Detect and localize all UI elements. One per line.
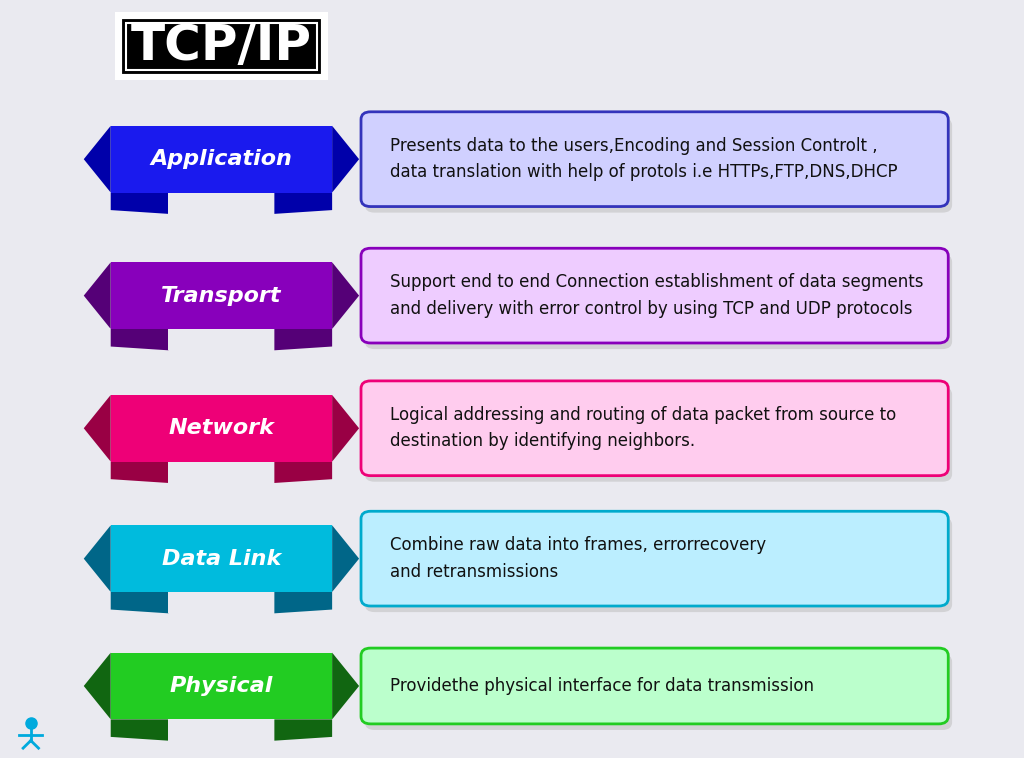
- FancyBboxPatch shape: [361, 381, 948, 476]
- Text: Physical: Physical: [170, 676, 273, 696]
- Polygon shape: [84, 126, 111, 193]
- FancyBboxPatch shape: [365, 118, 952, 213]
- FancyBboxPatch shape: [365, 255, 952, 349]
- Text: Presents data to the users,Encoding and Session Controlt ,
data translation with: Presents data to the users,Encoding and …: [390, 137, 897, 181]
- Polygon shape: [332, 126, 359, 193]
- Polygon shape: [111, 719, 169, 741]
- FancyBboxPatch shape: [169, 719, 274, 741]
- Polygon shape: [332, 395, 359, 462]
- Polygon shape: [84, 653, 111, 719]
- FancyBboxPatch shape: [365, 387, 952, 482]
- Polygon shape: [84, 262, 111, 329]
- Polygon shape: [332, 262, 359, 329]
- FancyBboxPatch shape: [361, 511, 948, 606]
- Polygon shape: [84, 525, 111, 592]
- Polygon shape: [332, 525, 359, 592]
- Polygon shape: [274, 462, 332, 483]
- Polygon shape: [111, 126, 332, 193]
- Polygon shape: [111, 462, 169, 483]
- FancyBboxPatch shape: [365, 654, 952, 730]
- FancyBboxPatch shape: [169, 462, 274, 483]
- Polygon shape: [84, 395, 111, 462]
- Polygon shape: [274, 592, 332, 613]
- FancyBboxPatch shape: [169, 329, 274, 350]
- FancyBboxPatch shape: [361, 648, 948, 724]
- FancyBboxPatch shape: [361, 111, 948, 206]
- FancyBboxPatch shape: [169, 592, 274, 613]
- Polygon shape: [332, 653, 359, 719]
- Text: Providethe physical interface for data transmission: Providethe physical interface for data t…: [390, 677, 814, 695]
- Text: Transport: Transport: [161, 286, 282, 305]
- FancyBboxPatch shape: [361, 249, 948, 343]
- FancyBboxPatch shape: [365, 517, 952, 612]
- Polygon shape: [111, 193, 169, 214]
- Polygon shape: [274, 329, 332, 350]
- Text: Logical addressing and routing of data packet from source to
destination by iden: Logical addressing and routing of data p…: [390, 406, 896, 450]
- FancyBboxPatch shape: [121, 17, 323, 76]
- Polygon shape: [111, 525, 332, 592]
- Text: TCP/IP: TCP/IP: [131, 22, 312, 70]
- Text: Application: Application: [151, 149, 293, 169]
- Polygon shape: [274, 193, 332, 214]
- Polygon shape: [111, 262, 332, 329]
- Polygon shape: [111, 329, 169, 350]
- Polygon shape: [111, 592, 169, 613]
- Text: Network: Network: [169, 418, 274, 438]
- Text: Data Link: Data Link: [162, 549, 281, 568]
- Polygon shape: [111, 653, 332, 719]
- Text: Combine raw data into frames, errorrecovery
and retransmissions: Combine raw data into frames, errorrecov…: [390, 537, 766, 581]
- FancyBboxPatch shape: [169, 193, 274, 214]
- Polygon shape: [274, 719, 332, 741]
- Text: Support end to end Connection establishment of data segments
and delivery with e: Support end to end Connection establishm…: [390, 274, 924, 318]
- Polygon shape: [111, 395, 332, 462]
- FancyBboxPatch shape: [115, 12, 329, 80]
